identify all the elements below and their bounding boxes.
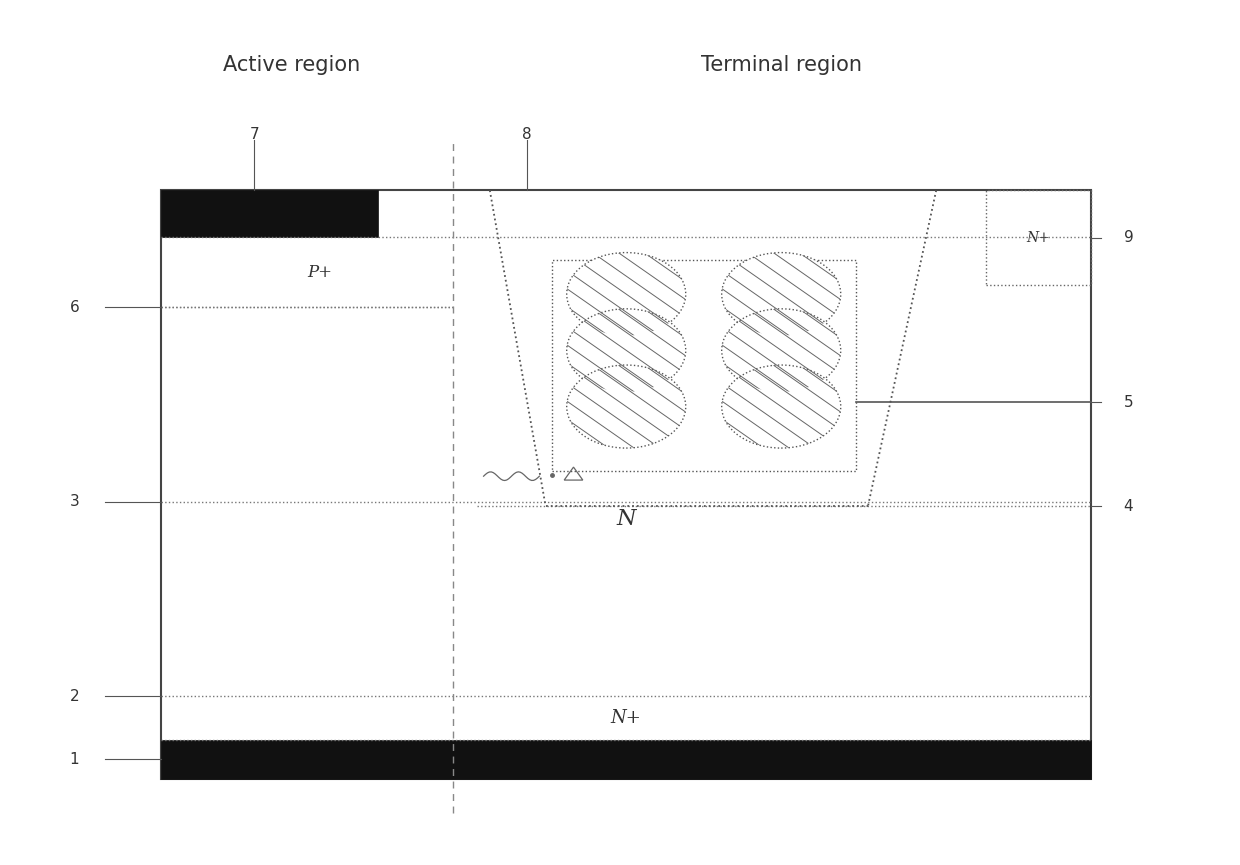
Polygon shape xyxy=(161,190,378,237)
Text: 2: 2 xyxy=(69,689,79,704)
Text: 5: 5 xyxy=(1123,394,1133,410)
Text: N+: N+ xyxy=(1027,231,1050,245)
Circle shape xyxy=(567,365,686,448)
Text: 8: 8 xyxy=(522,126,532,142)
Circle shape xyxy=(567,309,686,392)
Text: P+: P+ xyxy=(306,264,332,280)
Text: 4: 4 xyxy=(1123,498,1133,514)
Text: 6: 6 xyxy=(69,299,79,315)
Text: 1: 1 xyxy=(69,752,79,766)
Text: Active region: Active region xyxy=(223,54,360,75)
Circle shape xyxy=(722,253,841,336)
Text: Terminal region: Terminal region xyxy=(701,54,862,75)
Circle shape xyxy=(567,253,686,336)
Circle shape xyxy=(722,365,841,448)
Text: 9: 9 xyxy=(1123,230,1133,246)
Text: 7: 7 xyxy=(249,126,259,142)
Polygon shape xyxy=(161,740,1091,778)
Text: N: N xyxy=(616,508,636,530)
Text: N+: N+ xyxy=(611,709,641,727)
Text: 3: 3 xyxy=(69,494,79,509)
Circle shape xyxy=(722,309,841,392)
